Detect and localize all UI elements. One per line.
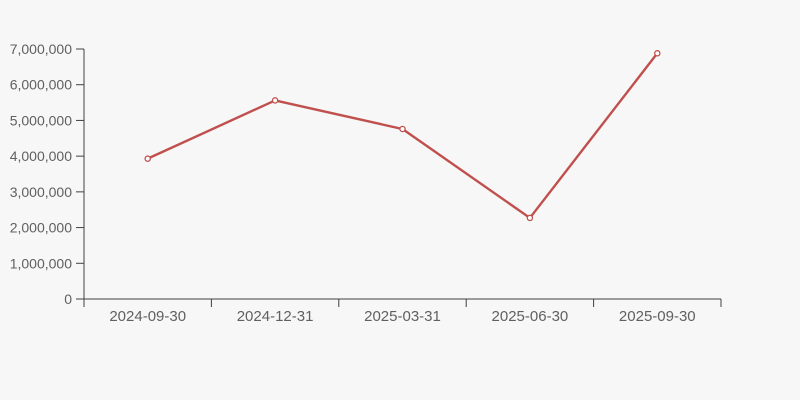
- y-tick-label: 2,000,000: [10, 220, 72, 236]
- y-tick-label: 4,000,000: [10, 148, 72, 164]
- data-point-marker: [271, 97, 279, 104]
- x-tick-label: 2024-09-30: [109, 308, 186, 325]
- data-point-marker: [399, 125, 406, 133]
- y-tick-label: 1,000,000: [10, 255, 72, 271]
- y-tick-label: 5,000,000: [10, 112, 72, 128]
- y-tick-label: 7,000,000: [10, 41, 72, 57]
- data-point-marker: [144, 155, 151, 162]
- y-tick-label: 6,000,000: [10, 77, 72, 93]
- x-tick-label: 2025-03-31: [364, 308, 441, 325]
- data-point-marker: [526, 214, 534, 222]
- x-tick-label: 2025-09-30: [619, 308, 696, 325]
- data-point-marker: [654, 50, 661, 57]
- x-tick-label: 2024-12-31: [237, 308, 314, 325]
- y-tick-label: 3,000,000: [10, 184, 72, 200]
- x-tick-label: 2025-06-30: [492, 308, 569, 325]
- y-tick-label: 0: [64, 291, 72, 307]
